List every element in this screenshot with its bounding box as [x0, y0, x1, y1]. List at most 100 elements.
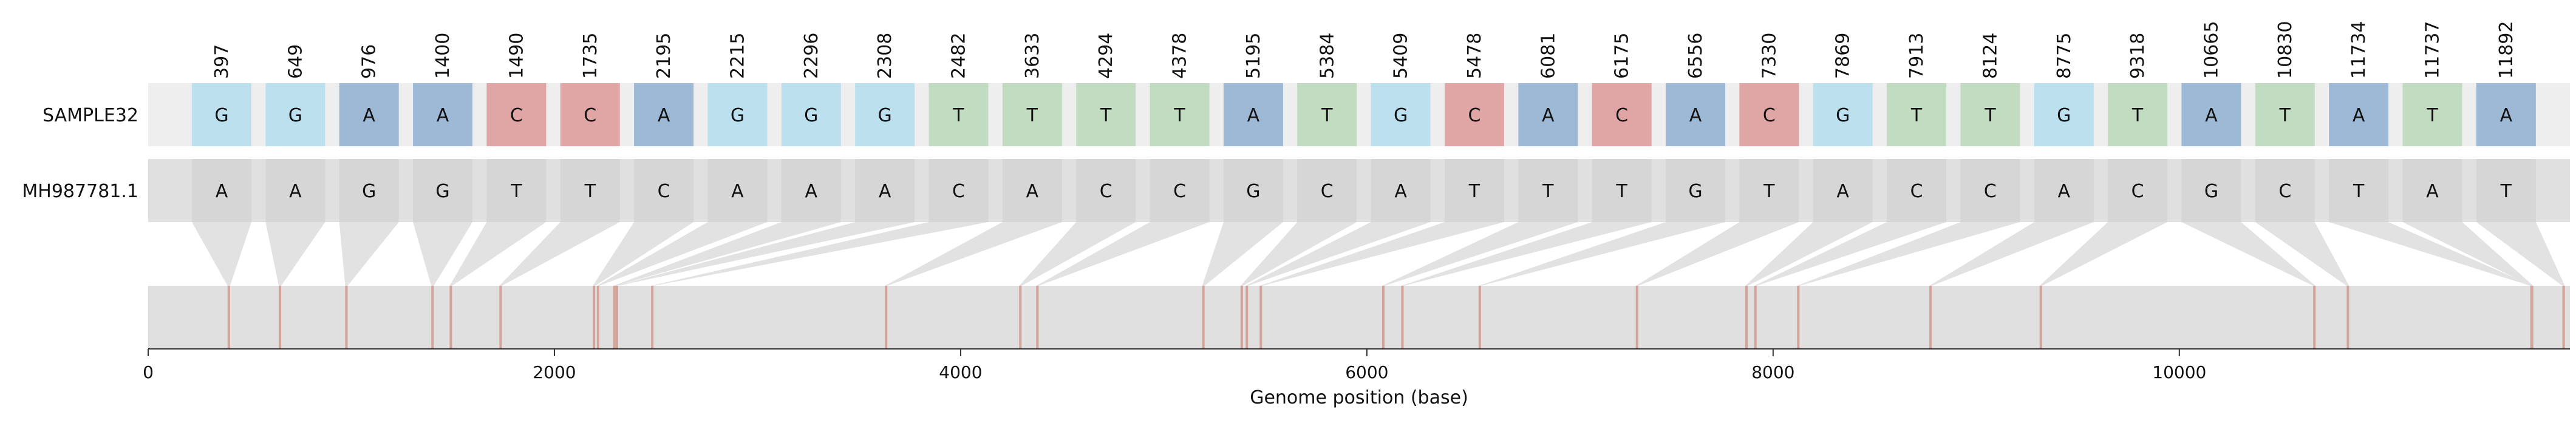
position-label: 397: [211, 44, 233, 79]
sample-cell: [339, 83, 399, 146]
sample-cell: [1887, 83, 1947, 146]
sample-base-label: A: [2353, 105, 2365, 126]
reference-base-label: T: [1615, 181, 1627, 202]
sample-base-label: T: [2131, 105, 2144, 126]
row-label-layer: SAMPLE32 MH987781.1: [22, 105, 138, 202]
reference-cell: [192, 159, 251, 222]
variant-line-layer: [227, 286, 2565, 349]
sample-base-label: C: [584, 105, 596, 126]
row-label: MH987781.1: [22, 181, 138, 202]
sample-cell: [1076, 83, 1136, 146]
reference-cell: [1150, 159, 1210, 222]
connector: [192, 222, 251, 286]
reference-base-label: A: [1394, 181, 1407, 202]
sample-cell: [2476, 83, 2536, 146]
reference-base-label: G: [435, 181, 449, 202]
sample-cell: [2108, 83, 2168, 146]
x-tick-label: 8000: [1751, 362, 1794, 382]
sample-base-label: A: [437, 105, 449, 126]
sample-base-label: C: [1468, 105, 1481, 126]
sample-cell: [413, 83, 473, 146]
reference-cell: [2476, 159, 2536, 222]
connector-layer: [192, 222, 2565, 286]
connector: [1036, 222, 1210, 286]
genome-track: [148, 286, 2570, 349]
sample-cell: [929, 83, 989, 146]
position-label: 1735: [580, 33, 601, 79]
connector: [339, 222, 399, 286]
sample-base-label: T: [1321, 105, 1333, 126]
sample-base-label: T: [952, 105, 964, 126]
reference-base-label: T: [510, 181, 522, 202]
reference-cell: [1444, 159, 1504, 222]
sample-cell: [2034, 83, 2094, 146]
position-label: 5384: [1317, 33, 1338, 79]
sample-base-label: A: [363, 105, 375, 126]
position-label: 8124: [1980, 33, 2001, 79]
sample-base-label: G: [878, 105, 892, 126]
sample-cell: [1813, 83, 1873, 146]
connector: [2181, 222, 2316, 286]
sample-base-label: G: [288, 105, 302, 126]
position-label: 11734: [2348, 21, 2370, 79]
reference-base-label: C: [1173, 181, 1186, 202]
reference-cell: [929, 159, 989, 222]
sample-base-label: T: [1984, 105, 1996, 126]
sample-base-label: G: [731, 105, 745, 126]
sample-base-label: A: [2205, 105, 2218, 126]
reference-base-label: A: [1026, 181, 1039, 202]
sample-cell: [486, 83, 547, 146]
sample-base-label: G: [1394, 105, 1408, 126]
sample-cell: [1960, 83, 2020, 146]
reference-cell: [1739, 159, 1799, 222]
reference-base-label: A: [731, 181, 744, 202]
reference-cell: [2402, 159, 2462, 222]
sample-cell: [855, 83, 915, 146]
reference-cell: [707, 159, 768, 222]
sample-base-label: T: [2426, 105, 2438, 126]
connector: [1382, 222, 1578, 286]
position-label: 10665: [2201, 21, 2222, 79]
reference-base-label: C: [1321, 181, 1334, 202]
connector: [1797, 222, 2020, 286]
connector: [1259, 222, 1504, 286]
reference-cell: [1666, 159, 1725, 222]
x-tick-label: 2000: [533, 362, 576, 382]
reference-base-label: A: [2426, 181, 2439, 202]
sample-base-label: A: [2500, 105, 2513, 126]
x-tick-label: 10000: [2152, 362, 2206, 382]
position-label-layer: 397 649 976 1400 1490 1735 2195 2215 2296 2308 248…: [211, 21, 2517, 79]
position-label: 6081: [1538, 33, 1559, 79]
position-label: 2195: [653, 33, 675, 79]
sample-base-label: T: [1910, 105, 1923, 126]
reference-cell: [1371, 159, 1431, 222]
sample-base-label: A: [1689, 105, 1702, 126]
reference-base-label: G: [1688, 181, 1702, 202]
reference-cell: [1076, 159, 1136, 222]
sample-cell: [634, 83, 694, 146]
connector: [2039, 222, 2168, 286]
sample-base-label: G: [2057, 105, 2071, 126]
sample-cell: [1444, 83, 1504, 146]
sample-base-label: G: [1836, 105, 1850, 126]
reference-cell: [781, 159, 841, 222]
reference-base-label: C: [2278, 181, 2291, 202]
sample-base-label: T: [1173, 105, 1185, 126]
reference-cell: [2108, 159, 2168, 222]
connector: [1478, 222, 1725, 286]
reference-cell: [1813, 159, 1873, 222]
position-label: 11892: [2496, 21, 2517, 79]
x-tick-label: 0: [143, 362, 154, 382]
reference-base-label: T: [1542, 181, 1554, 202]
position-label: 5478: [1464, 33, 1485, 79]
position-label: 4294: [1095, 33, 1117, 79]
reference-cell: [1518, 159, 1578, 222]
reference-base-label: A: [289, 181, 302, 202]
connector: [596, 222, 768, 286]
sample-cell: [1592, 83, 1652, 146]
reference-cell: [265, 159, 325, 222]
reference-base-label: C: [1100, 181, 1113, 202]
reference-cell: [1297, 159, 1357, 222]
position-label: 7330: [1759, 33, 1780, 79]
reference-cell: [1960, 159, 2020, 222]
